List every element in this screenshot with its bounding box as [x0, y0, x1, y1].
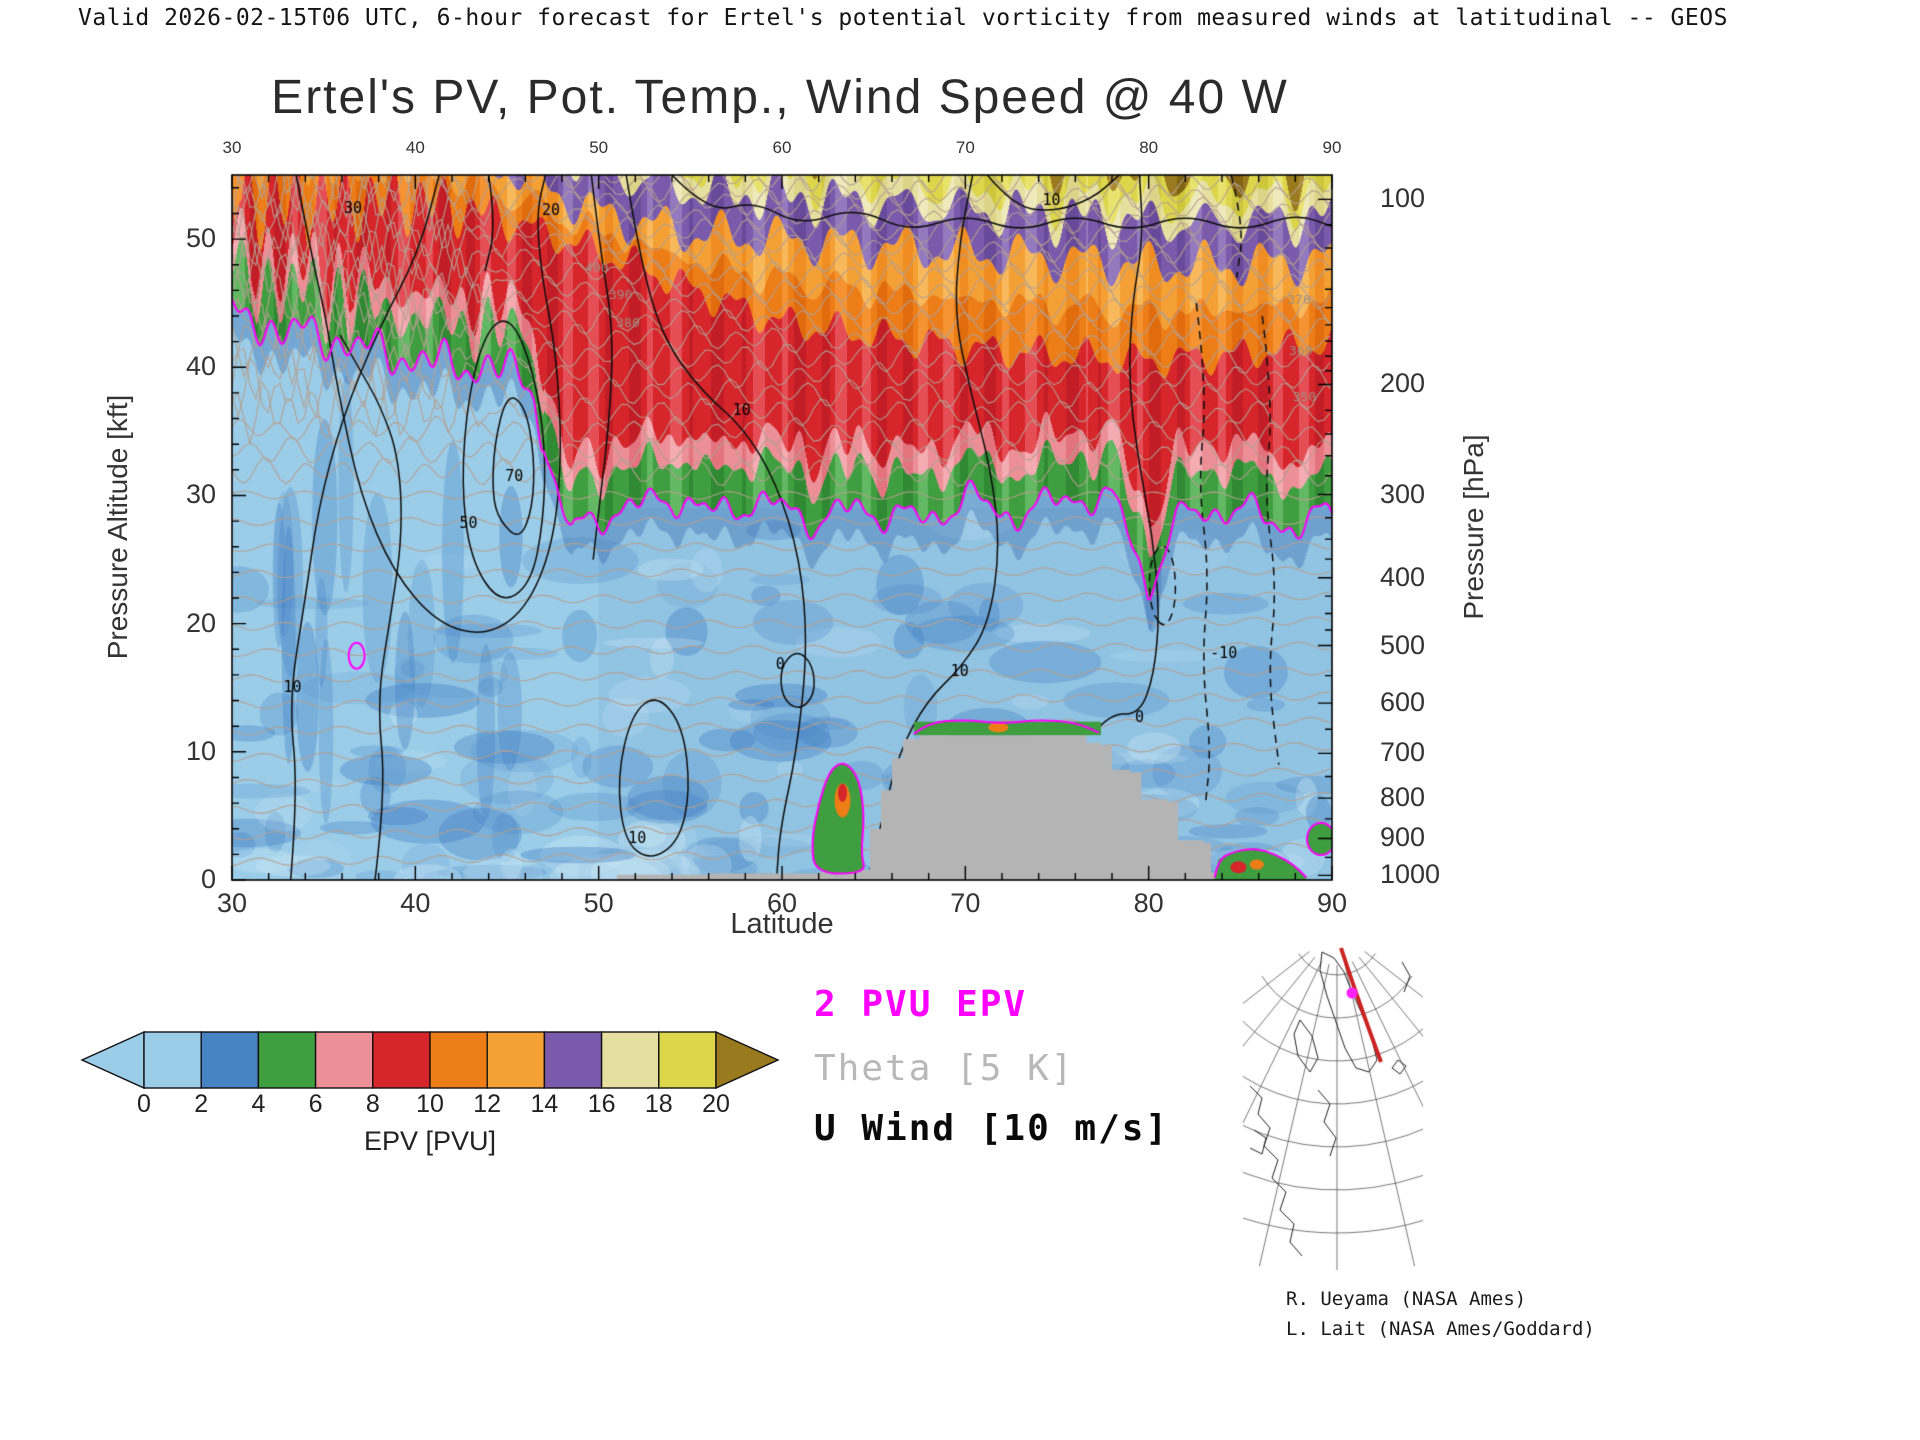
- colorbar-label: EPV [PVU]: [363, 1126, 497, 1156]
- y-right-tick-label: 300: [1380, 478, 1426, 509]
- y-left-axis-title: Pressure Altitude [kft]: [102, 394, 133, 660]
- x-axis-tick-label: 60: [766, 888, 798, 918]
- colorbar-tick-label: 14: [530, 1090, 559, 1118]
- page-title: Ertel's PV, Pot. Temp., Wind Speed @ 40 …: [271, 71, 1289, 124]
- credit-line: L. Lait (NASA Ames/Goddard): [1286, 1318, 1595, 1340]
- colorbar-tick-label: 10: [416, 1090, 444, 1118]
- y-right-tick-label: 100: [1380, 183, 1426, 214]
- colorbar-tick-label: 4: [251, 1090, 266, 1118]
- x-axis-top-tick-label: 90: [1322, 138, 1342, 157]
- legend-entry-theta: Theta [5 K]: [814, 1048, 1075, 1089]
- colorbar: [80, 1030, 780, 1090]
- legend-entry-2pvu: 2 PVU EPV: [814, 984, 1028, 1025]
- y-right-tick-label: 400: [1380, 561, 1426, 592]
- x-axis-tick-label: 70: [950, 888, 981, 918]
- x-axis-top-tick-label: 50: [589, 138, 609, 157]
- y-left-tick-label: 10: [185, 735, 216, 766]
- y-right-tick-label: 800: [1380, 782, 1426, 813]
- colorbar-tick-label: 12: [473, 1090, 502, 1118]
- colorbar-tick-label: 20: [702, 1090, 730, 1118]
- inset-map: [1243, 938, 1423, 1270]
- y-right-tick-label: 900: [1380, 822, 1426, 853]
- x-axis-top-tick-label: 60: [772, 138, 792, 157]
- y-right-tick-label: 500: [1380, 629, 1426, 660]
- x-axis-tick-label: 40: [400, 888, 431, 918]
- x-axis-tick-label: 50: [583, 888, 614, 918]
- colorbar-tick-label: 6: [308, 1090, 323, 1118]
- x-axis-tick-label: 90: [1316, 888, 1348, 918]
- y-right-tick-label: 600: [1380, 687, 1426, 718]
- y-left-tick-label: 30: [185, 479, 216, 510]
- x-axis-title: Latitude: [730, 908, 834, 940]
- x-axis-top-tick-label: 30: [222, 138, 242, 157]
- x-axis-top-tick-label: 70: [955, 138, 975, 157]
- y-left-tick-label: 50: [185, 223, 216, 254]
- legend-entry-uwind: U Wind [10 m/s]: [814, 1108, 1170, 1149]
- y-left-tick-label: 0: [200, 864, 216, 894]
- y-left-tick-label: 40: [185, 351, 216, 382]
- y-right-tick-label: 200: [1380, 368, 1426, 399]
- x-axis-tick-label: 80: [1133, 888, 1164, 918]
- colorbar-tick-label: 16: [587, 1090, 616, 1118]
- y-right-axis-title: Pressure [hPa]: [1458, 434, 1489, 620]
- colorbar-tick-label: 8: [365, 1090, 380, 1118]
- y-right-tick-label: 1000: [1380, 859, 1441, 890]
- validity-header: Valid 2026-02-15T06 UTC, 6-hour forecast…: [78, 5, 1728, 31]
- colorbar-tick-label: 0: [137, 1090, 151, 1118]
- credit-line: R. Ueyama (NASA Ames): [1286, 1288, 1527, 1310]
- x-axis-tick-label: 30: [216, 888, 248, 918]
- x-axis-top-tick-label: 40: [405, 138, 425, 157]
- colorbar-tick-label: 18: [644, 1090, 673, 1118]
- x-axis-top-tick-label: 80: [1139, 138, 1159, 157]
- colorbar-tick-label: 2: [194, 1090, 209, 1118]
- y-right-tick-label: 700: [1380, 737, 1426, 768]
- y-left-tick-label: 20: [185, 607, 216, 638]
